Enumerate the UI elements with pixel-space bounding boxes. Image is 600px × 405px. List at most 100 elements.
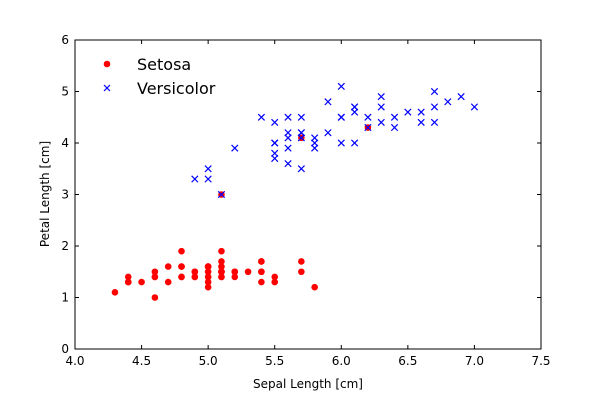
data-point-versicolor <box>204 165 212 173</box>
y-tick-label: 1 <box>61 291 69 305</box>
data-point-setosa <box>298 258 305 265</box>
x-tick-label: 5.5 <box>265 354 284 368</box>
legend: Setosa Versicolor <box>103 55 216 98</box>
data-point-setosa <box>218 263 225 270</box>
plot-frame <box>74 39 542 350</box>
data-point-versicolor <box>337 82 345 90</box>
data-point-setosa <box>164 278 172 286</box>
data-point-versicolor <box>337 113 345 121</box>
data-point-setosa <box>124 273 132 281</box>
legend-marker-setosa <box>103 60 111 68</box>
data-point-setosa <box>231 268 239 276</box>
y-tick-label: 5 <box>61 85 69 99</box>
data-point-setosa <box>244 268 252 276</box>
data-point-versicolor <box>337 139 345 147</box>
data-point-setosa <box>204 283 212 291</box>
data-point-versicolor <box>191 175 199 183</box>
data-point-setosa <box>204 278 212 286</box>
data-point-versicolor <box>284 144 292 152</box>
y-tick-label: 3 <box>61 188 69 202</box>
data-point-versicolor <box>390 123 399 132</box>
data-point-setosa <box>164 263 172 270</box>
legend-marker-versicolor <box>103 84 111 92</box>
data-point-setosa <box>271 278 279 286</box>
x-tick-label: 6.5 <box>398 354 417 368</box>
data-point-setosa <box>178 263 185 270</box>
data-point-versicolor <box>204 175 212 183</box>
series-versicolor <box>191 82 479 199</box>
data-point-versicolor <box>257 113 266 121</box>
data-point-versicolor <box>430 87 439 96</box>
x-tick-label: 4.0 <box>65 354 84 368</box>
data-point-setosa <box>178 273 185 281</box>
data-point-versicolor <box>417 108 425 116</box>
data-point-setosa <box>151 273 159 281</box>
y-tick-label: 6 <box>61 33 69 47</box>
data-point-versicolor <box>324 129 332 137</box>
data-point-versicolor <box>324 98 332 106</box>
data-point-setosa <box>138 278 145 286</box>
data-point-versicolor <box>350 103 359 111</box>
y-tick-label: 0 <box>61 342 69 356</box>
data-point-versicolor <box>297 113 305 121</box>
data-point-versicolor <box>350 108 359 116</box>
x-tick-label: 7.5 <box>531 354 550 368</box>
data-point-setosa <box>218 273 225 281</box>
data-point-setosa <box>204 268 212 276</box>
data-point-versicolor <box>377 93 385 101</box>
x-tick-label: 7.0 <box>465 354 484 368</box>
data-point-versicolor <box>430 103 439 111</box>
data-point-versicolor <box>311 144 319 152</box>
data-point-setosa <box>124 278 132 286</box>
x-axis-label: Sepal Length [cm] <box>253 377 363 391</box>
data-point-setosa <box>111 289 119 296</box>
data-point-versicolor <box>297 165 305 173</box>
data-point-setosa <box>258 258 265 265</box>
legend-label-setosa: Setosa <box>137 55 191 74</box>
data-point-versicolor <box>271 139 279 147</box>
data-point-versicolor <box>217 190 226 199</box>
data-point-versicolor <box>377 103 385 111</box>
data-point-versicolor <box>284 113 292 121</box>
data-point-setosa <box>191 268 199 276</box>
data-point-setosa <box>204 273 212 281</box>
data-point-versicolor <box>364 123 372 132</box>
data-point-versicolor <box>284 159 292 168</box>
data-point-versicolor <box>271 154 279 163</box>
data-point-setosa <box>151 268 159 276</box>
axis-ticks: 4.0 4.5 5.0 5.5 6.0 6.5 7.0 7.5 0 1 2 3 4 5 6 <box>61 33 550 368</box>
data-point-versicolor <box>297 129 305 137</box>
data-point-setosa <box>271 273 279 281</box>
data-point-versicolor <box>231 144 239 152</box>
data-point-setosa <box>218 258 225 265</box>
data-point-versicolor <box>271 149 279 157</box>
data-point-setosa <box>258 268 265 276</box>
data-point-setosa <box>298 268 305 276</box>
data-point-versicolor <box>430 118 439 127</box>
y-tick-label: 2 <box>61 239 69 253</box>
data-point-versicolor <box>444 98 452 106</box>
data-point-versicolor <box>284 129 292 137</box>
data-point-versicolor <box>297 134 305 142</box>
data-point-versicolor <box>311 139 319 147</box>
data-point-setosa <box>191 273 199 281</box>
data-point-versicolor <box>390 113 399 121</box>
data-point-setosa <box>218 247 225 255</box>
data-point-setosa <box>311 283 318 291</box>
data-point-versicolor <box>311 134 319 142</box>
x-tick-label: 4.5 <box>132 354 151 368</box>
x-tick-label: 5.0 <box>199 354 218 368</box>
y-tick-label: 4 <box>61 136 69 150</box>
data-point-versicolor <box>404 108 412 116</box>
data-points <box>111 82 479 301</box>
data-point-setosa <box>231 273 239 281</box>
data-point-setosa <box>258 278 265 286</box>
data-point-versicolor <box>271 118 279 127</box>
data-point-setosa <box>178 247 185 255</box>
y-axis-label: Petal Length [cm] <box>38 141 52 247</box>
data-point-setosa <box>204 263 212 270</box>
data-point-versicolor <box>284 134 292 142</box>
data-point-versicolor <box>364 113 372 121</box>
